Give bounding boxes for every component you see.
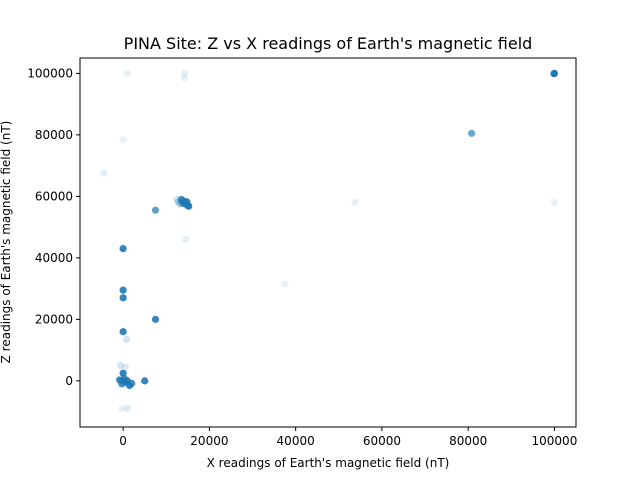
y-tick-label: 20000 <box>35 312 73 326</box>
data-point <box>122 363 130 371</box>
y-tick-label: 60000 <box>35 189 73 203</box>
y-axis-ticks: 0 20000 40000 60000 80000 100000 <box>27 66 80 388</box>
data-point <box>116 361 125 370</box>
data-point <box>180 74 188 82</box>
y-tick-label: 80000 <box>35 128 73 142</box>
data-point <box>176 200 184 208</box>
data-point <box>119 286 127 294</box>
x-axis-ticks: 0 20000 40000 60000 80000 100000 <box>119 427 577 448</box>
data-point <box>122 335 131 343</box>
data-point <box>550 70 558 78</box>
x-tick-label: 80000 <box>449 434 487 448</box>
data-point <box>119 135 127 144</box>
data-point <box>179 199 187 207</box>
data-point <box>141 377 149 385</box>
data-point <box>119 328 127 336</box>
x-tick-label: 40000 <box>277 434 315 448</box>
chart-title: PINA Site: Z vs X readings of Earth's ma… <box>124 34 533 53</box>
plot-frame <box>79 57 577 428</box>
data-point <box>185 202 193 210</box>
data-point <box>151 206 160 214</box>
data-point <box>550 198 559 207</box>
data-point <box>181 69 189 77</box>
data-point <box>120 375 129 383</box>
data-point <box>119 245 127 253</box>
data-point <box>128 379 136 387</box>
points-layer <box>100 69 559 413</box>
y-tick-label: 100000 <box>27 66 73 80</box>
x-tick-label: 0 <box>119 434 127 448</box>
x-tick-label: 20000 <box>190 434 228 448</box>
data-point <box>123 404 132 413</box>
data-point <box>173 195 181 204</box>
x-tick-label: 100000 <box>532 434 578 448</box>
data-point <box>118 404 126 413</box>
data-point <box>174 198 182 206</box>
y-tick-label: 0 <box>65 374 73 388</box>
y-tick-label: 40000 <box>35 251 73 265</box>
y-axis-label: Z readings of Earth's magnetic field (nT… <box>0 121 13 364</box>
data-point <box>100 169 108 177</box>
data-point <box>351 198 359 207</box>
data-point <box>281 280 289 288</box>
x-axis-label: X readings of Earth's magnetic field (nT… <box>207 456 450 470</box>
data-point <box>119 294 127 302</box>
data-point <box>123 69 132 77</box>
x-tick-label: 60000 <box>363 434 401 448</box>
data-point <box>119 369 127 377</box>
data-point <box>182 235 190 244</box>
data-point <box>151 315 160 323</box>
data-point <box>468 129 476 137</box>
